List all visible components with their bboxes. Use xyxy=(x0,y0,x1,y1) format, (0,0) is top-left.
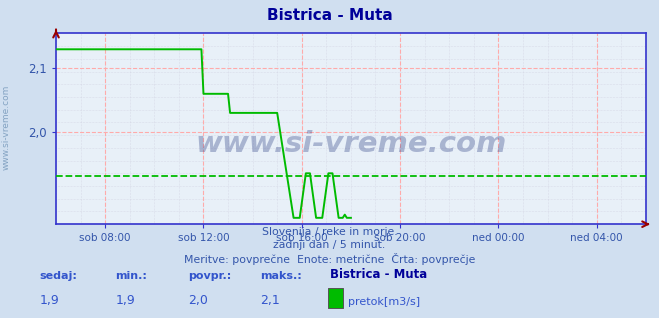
Text: pretok[m3/s]: pretok[m3/s] xyxy=(348,297,420,307)
Text: www.si-vreme.com: www.si-vreme.com xyxy=(195,130,507,158)
Text: 1,9: 1,9 xyxy=(40,294,59,307)
Text: Bistrica - Muta: Bistrica - Muta xyxy=(330,268,427,281)
Text: Slovenija / reke in morje.: Slovenija / reke in morje. xyxy=(262,227,397,237)
Text: maks.:: maks.: xyxy=(260,272,302,281)
Text: 1,9: 1,9 xyxy=(115,294,135,307)
Text: 2,0: 2,0 xyxy=(188,294,208,307)
Text: www.si-vreme.com: www.si-vreme.com xyxy=(2,85,11,170)
Text: 2,1: 2,1 xyxy=(260,294,280,307)
Text: Meritve: povprečne  Enote: metrične  Črta: povprečje: Meritve: povprečne Enote: metrične Črta:… xyxy=(184,253,475,265)
Text: sedaj:: sedaj: xyxy=(40,272,77,281)
Text: zadnji dan / 5 minut.: zadnji dan / 5 minut. xyxy=(273,240,386,250)
Text: min.:: min.: xyxy=(115,272,147,281)
Text: povpr.:: povpr.: xyxy=(188,272,231,281)
Text: Bistrica - Muta: Bistrica - Muta xyxy=(267,8,392,23)
